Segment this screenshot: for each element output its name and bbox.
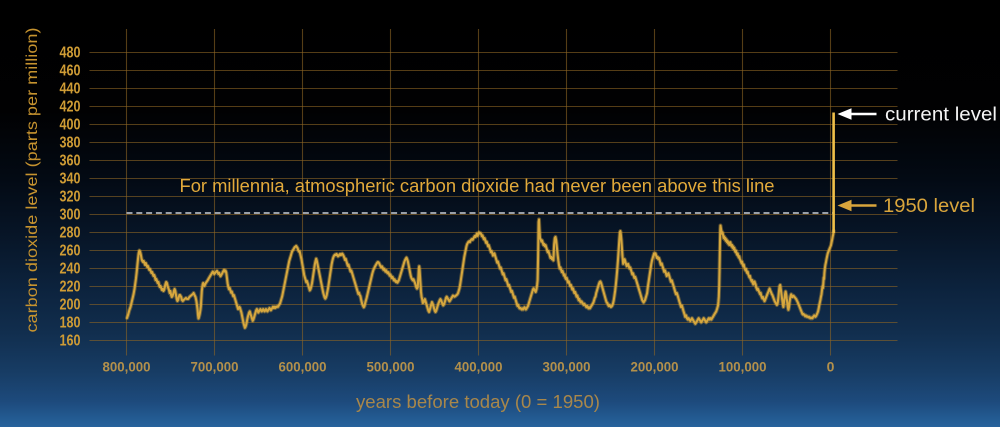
svg-text:years before today (0 = 1950): years before today (0 = 1950) — [356, 392, 600, 412]
svg-text:460: 460 — [60, 63, 81, 80]
svg-text:current level: current level — [885, 105, 997, 126]
svg-text:500,000: 500,000 — [367, 358, 415, 374]
svg-text:380: 380 — [60, 135, 81, 152]
svg-text:480: 480 — [60, 45, 81, 62]
svg-text:240: 240 — [60, 261, 81, 278]
svg-text:200: 200 — [60, 297, 81, 314]
svg-text:220: 220 — [60, 279, 81, 296]
svg-text:700,000: 700,000 — [191, 358, 239, 374]
svg-text:300: 300 — [60, 207, 81, 224]
svg-text:340: 340 — [60, 171, 81, 188]
svg-text:400,000: 400,000 — [455, 358, 503, 374]
svg-text:400: 400 — [60, 117, 81, 134]
svg-text:200,000: 200,000 — [631, 358, 679, 374]
svg-text:For millennia, atmospheric car: For millennia, atmospheric carbon dioxid… — [180, 176, 775, 196]
svg-text:300,000: 300,000 — [543, 358, 591, 374]
svg-text:360: 360 — [60, 153, 81, 170]
svg-text:320: 320 — [60, 189, 81, 206]
svg-text:280: 280 — [60, 225, 81, 242]
svg-text:440: 440 — [60, 81, 81, 98]
svg-text:1950 level: 1950 level — [883, 196, 975, 217]
svg-text:160: 160 — [60, 333, 81, 350]
svg-text:180: 180 — [60, 315, 81, 332]
svg-text:100,000: 100,000 — [719, 358, 767, 374]
svg-text:0: 0 — [827, 358, 835, 374]
svg-text:600,000: 600,000 — [279, 358, 327, 374]
svg-text:260: 260 — [60, 243, 81, 260]
svg-text:carbon dioxide level (parts pe: carbon dioxide level (parts per million) — [24, 28, 41, 333]
svg-text:420: 420 — [60, 99, 81, 116]
svg-text:800,000: 800,000 — [103, 358, 151, 374]
